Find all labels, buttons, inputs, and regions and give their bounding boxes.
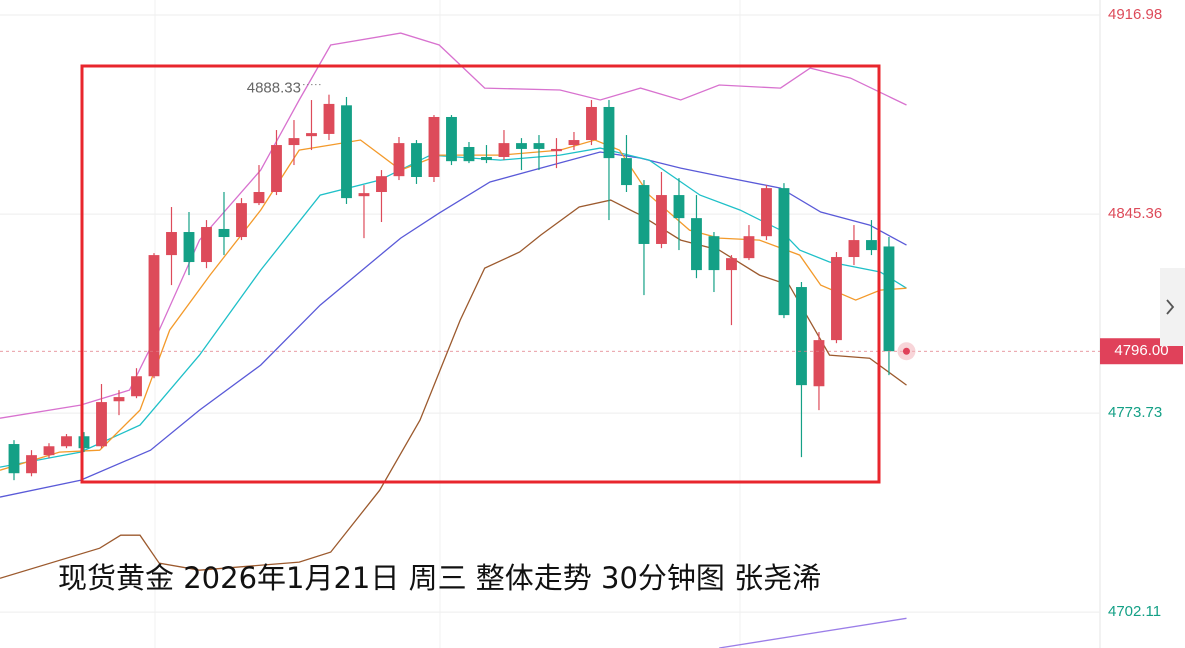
candle-body [568, 140, 580, 146]
candle-body [306, 133, 317, 137]
candle-body [411, 143, 422, 178]
candle-body [883, 246, 895, 352]
candle-body [43, 446, 55, 456]
indicator-line [0, 199, 907, 579]
candle-body [131, 376, 142, 397]
candle-body [358, 193, 370, 197]
candle-body [708, 236, 720, 271]
candle-body [533, 143, 545, 149]
candle-body [656, 195, 667, 244]
candle-body [516, 143, 527, 149]
last-price-dot [902, 347, 910, 355]
candle-body [691, 218, 702, 271]
candle-body [743, 236, 755, 259]
candle-body [113, 397, 125, 402]
candle-body [481, 156, 492, 161]
candle-body [866, 240, 877, 251]
y-tick-label: 4773.73 [1108, 404, 1162, 421]
candle-body [638, 185, 650, 244]
candle-body [796, 287, 807, 386]
candle-body [726, 258, 737, 271]
candle-body [61, 436, 72, 447]
candle-body [323, 103, 335, 134]
candle-body [551, 148, 562, 152]
candle-body [428, 116, 440, 178]
candle-body [393, 143, 405, 177]
candle-body [498, 143, 510, 157]
arrow-icon[interactable] [1166, 299, 1175, 315]
indicator-line [719, 617, 907, 648]
candle-body [218, 228, 230, 238]
candle-body [603, 106, 615, 159]
candle-body [148, 255, 160, 377]
candle-body [201, 227, 212, 263]
candle-body [8, 444, 20, 474]
candle-body [341, 105, 352, 199]
y-tick-label: 4702.11 [1108, 603, 1161, 620]
candle-body [26, 455, 37, 474]
candle-body [288, 138, 300, 146]
last-price-label: 4796.00 [1114, 342, 1168, 359]
candle-body [96, 402, 107, 447]
highlight-box [80, 64, 881, 484]
candle-body [446, 116, 457, 162]
candle-body [183, 232, 195, 263]
caption: 现货黄金 2026年1月21日 周三 整体走势 30分钟图 张尧浠 [58, 561, 821, 595]
candle-body [778, 188, 790, 316]
candle-body [761, 188, 772, 237]
side-button[interactable] [1160, 268, 1185, 346]
candle-body [166, 232, 177, 256]
candle-body [376, 176, 387, 193]
candle-body [848, 240, 860, 258]
candle-body [271, 145, 282, 193]
candle-body [236, 203, 247, 238]
marks: 4916.98 4845.36 4773.73 4702.11 4888.33 4796.… [0, 6, 1183, 648]
y-tick-label: 4916.98 [1108, 6, 1162, 23]
high-label: 4888.33 [247, 80, 301, 97]
candle-body [78, 436, 90, 449]
candle-body [813, 340, 825, 387]
indicator-line [0, 147, 907, 468]
candle-body [586, 106, 597, 141]
candle-body [463, 146, 475, 162]
y-tick-label: 4845.36 [1108, 205, 1162, 222]
candle-body [253, 192, 265, 204]
candle-body [673, 195, 685, 219]
candle-body [621, 158, 632, 186]
candle-body [831, 257, 842, 341]
